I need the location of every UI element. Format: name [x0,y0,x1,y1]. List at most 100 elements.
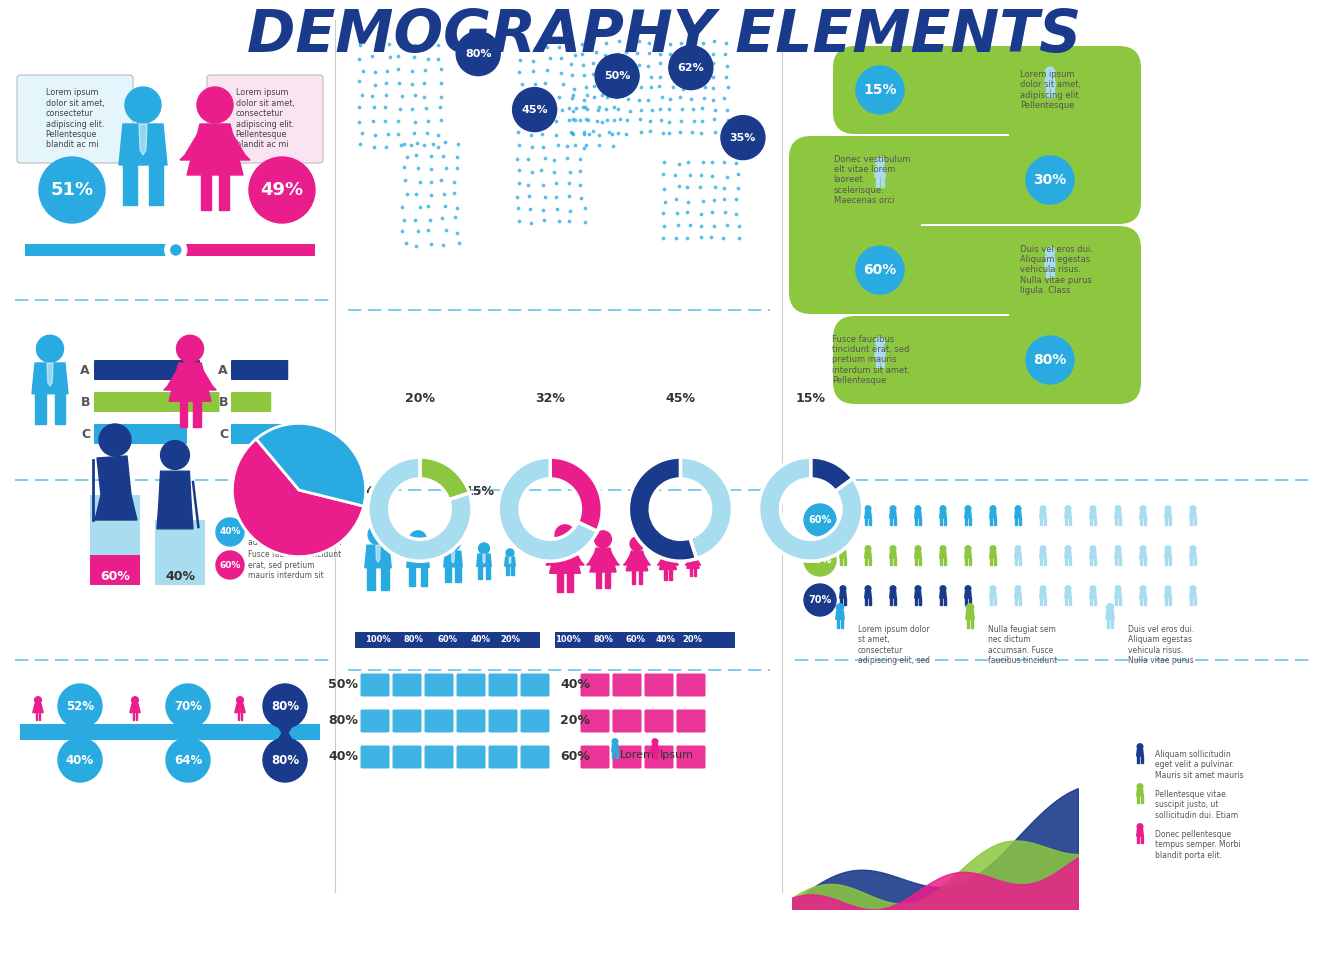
Polygon shape [73,728,86,740]
Polygon shape [941,558,942,564]
Circle shape [1026,156,1074,204]
Polygon shape [1144,558,1146,564]
Polygon shape [179,130,199,160]
Polygon shape [994,518,995,524]
Polygon shape [157,505,193,529]
Polygon shape [1045,76,1055,87]
Circle shape [856,66,904,114]
Polygon shape [149,165,163,205]
Circle shape [865,586,870,592]
Text: 100%: 100% [365,635,391,645]
Text: 60%: 60% [864,263,897,277]
Polygon shape [1144,518,1146,524]
Circle shape [1090,546,1096,552]
Polygon shape [124,165,137,205]
Polygon shape [1045,256,1055,267]
Text: 40%: 40% [165,570,195,583]
Circle shape [688,549,696,557]
Circle shape [720,116,766,160]
Text: 60%: 60% [560,751,590,763]
Circle shape [171,245,181,255]
Circle shape [35,697,41,704]
Polygon shape [840,598,843,605]
FancyBboxPatch shape [456,673,485,697]
Text: 40%: 40% [808,555,832,565]
Polygon shape [1106,611,1114,619]
Polygon shape [865,598,868,605]
FancyBboxPatch shape [676,710,706,732]
Polygon shape [1041,598,1042,605]
Circle shape [1065,506,1071,512]
Polygon shape [893,558,896,564]
Polygon shape [1115,598,1118,605]
Polygon shape [1094,558,1095,564]
Polygon shape [869,518,870,524]
Text: 60%: 60% [439,635,459,645]
Circle shape [263,738,307,782]
Polygon shape [1119,598,1120,605]
Circle shape [804,584,836,616]
Polygon shape [940,592,946,598]
Text: 80%: 80% [403,635,423,645]
Polygon shape [416,548,420,563]
Circle shape [166,738,210,782]
Text: Fusce faucibus tincidunt
erat, sed pretium
mauris interdum sit: Fusce faucibus tincidunt erat, sed preti… [249,550,342,580]
Polygon shape [990,518,993,524]
Polygon shape [865,558,868,564]
Polygon shape [1066,558,1067,564]
FancyBboxPatch shape [90,495,140,555]
Polygon shape [1164,512,1171,518]
Polygon shape [631,570,635,584]
Text: 15%: 15% [796,392,825,405]
Circle shape [1138,784,1143,790]
Polygon shape [1094,518,1095,524]
Circle shape [940,586,946,592]
Text: 40%: 40% [328,751,358,763]
FancyBboxPatch shape [155,565,205,585]
Polygon shape [33,704,44,712]
Polygon shape [844,518,845,524]
Polygon shape [643,554,650,565]
Polygon shape [1191,558,1192,564]
Polygon shape [965,552,971,558]
Polygon shape [193,401,201,427]
Text: Lorem ipsum
dolor sit amet,
consectetur
adipiscing elit.
Pellentesque
blandit ac: Lorem ipsum dolor sit amet, consectetur … [45,88,105,150]
Circle shape [263,684,307,728]
Polygon shape [990,558,993,564]
Polygon shape [1065,512,1071,518]
Polygon shape [230,130,250,160]
Polygon shape [376,545,380,563]
Polygon shape [893,518,896,524]
Polygon shape [1193,558,1196,564]
Text: Lorem ipsum dolor sit
amet, consectetuer
adipiscing elit, sed diam: Lorem ipsum dolor sit amet, consectetuer… [249,517,342,547]
Polygon shape [889,552,896,558]
Polygon shape [672,556,679,565]
Polygon shape [840,518,843,524]
FancyBboxPatch shape [392,746,421,768]
Polygon shape [610,551,619,565]
Polygon shape [1043,598,1046,605]
Text: 52%: 52% [66,700,94,712]
FancyBboxPatch shape [613,710,642,732]
Polygon shape [235,704,245,712]
Polygon shape [1090,592,1096,598]
Polygon shape [97,456,132,495]
Circle shape [368,525,388,545]
Circle shape [1115,546,1120,552]
Polygon shape [482,554,485,563]
Polygon shape [638,570,642,584]
Circle shape [1015,506,1021,512]
Text: 80%: 80% [593,635,613,645]
Circle shape [916,506,921,512]
Polygon shape [1046,87,1049,97]
Polygon shape [1039,512,1046,518]
Polygon shape [889,512,896,518]
Polygon shape [1065,592,1071,598]
Text: A: A [80,364,90,376]
Polygon shape [512,566,514,575]
Text: Duis vel eros dui.
Aliquam egestas
vehicula risus.
Nulla vitae purus
ligula. Cla: Duis vel eros dui. Aliquam egestas vehic… [1019,245,1092,295]
Polygon shape [1046,267,1049,277]
Wedge shape [629,457,696,562]
Circle shape [804,504,836,536]
Polygon shape [696,559,700,565]
